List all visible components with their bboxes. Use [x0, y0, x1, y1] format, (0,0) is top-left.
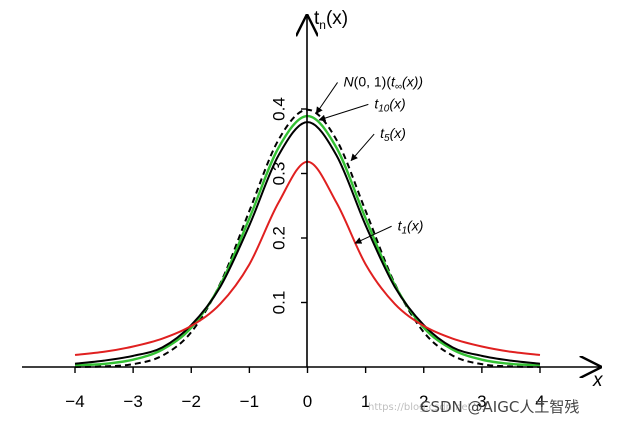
y-axis-title: tn(x)	[314, 8, 348, 32]
annotation-label: t10(x)	[374, 95, 405, 114]
annotation-label: t1(x)	[398, 217, 424, 236]
x-tick-label: −3	[123, 392, 142, 411]
annotation-arrow	[354, 225, 392, 244]
y-ticks: 0.1 0.2 0.3 0.4	[270, 97, 307, 315]
annotation-arrow	[350, 133, 375, 162]
y-tick-label: 0.1	[270, 291, 289, 315]
x-tick-label: 4	[535, 392, 544, 411]
x-ticks: −4 −3 −2 −1 0 1 2 3 4	[65, 367, 545, 411]
watermark-faint: https://blog.csdn.net/...	[368, 402, 485, 413]
x-tick-label: 2	[419, 392, 428, 411]
x-axis-title: x	[592, 370, 604, 391]
annotation-label: t5(x)	[380, 125, 406, 144]
annotation-arrow	[315, 82, 338, 115]
annotation-arrow	[318, 103, 369, 122]
y-tick-label: 0.2	[270, 226, 289, 250]
x-tick-label: 3	[477, 392, 486, 411]
x-tick-label: 1	[361, 392, 370, 411]
watermark: CSDN @AIGC人工智残	[420, 398, 579, 416]
annotation-label: N(0, 1)(t∞(x))	[344, 73, 424, 92]
y-tick-label: 0.4	[270, 97, 289, 121]
x-tick-label: −1	[240, 392, 259, 411]
x-tick-label: −4	[65, 392, 84, 411]
y-tick-label: 0.3	[270, 162, 289, 186]
annotations: N(0, 1)(t∞(x)) t10(x) t5(x) t1(x)	[315, 73, 424, 244]
x-tick-label: 0	[303, 392, 312, 411]
x-tick-label: −2	[182, 392, 201, 411]
